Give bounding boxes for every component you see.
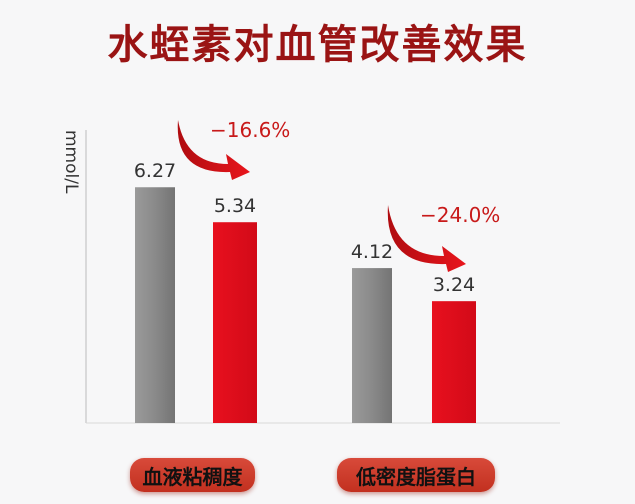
bar-0-0	[135, 187, 175, 423]
chart-title: 水蛭素对血管改善效果	[107, 21, 528, 68]
change-annotation-1: −24.0%	[420, 203, 500, 227]
bar-0-1	[352, 268, 392, 423]
value-label-0-0: 6.27	[134, 160, 176, 182]
y-axis-label: mmol/L	[61, 130, 81, 194]
change-annotation-0: −16.6%	[210, 118, 290, 142]
category-label-1: 低密度脂蛋白	[337, 458, 495, 492]
decrease-arrow-icon-1	[387, 205, 466, 272]
decrease-arrow-icon-0	[177, 120, 250, 180]
value-label-0-1: 4.12	[351, 241, 393, 263]
value-label-1-0: 5.34	[214, 195, 256, 217]
category-label-0: 血液粘稠度	[130, 458, 255, 492]
bar-1-0	[213, 222, 257, 423]
bar-1-1	[432, 301, 476, 423]
value-label-1-1: 3.24	[433, 274, 475, 296]
